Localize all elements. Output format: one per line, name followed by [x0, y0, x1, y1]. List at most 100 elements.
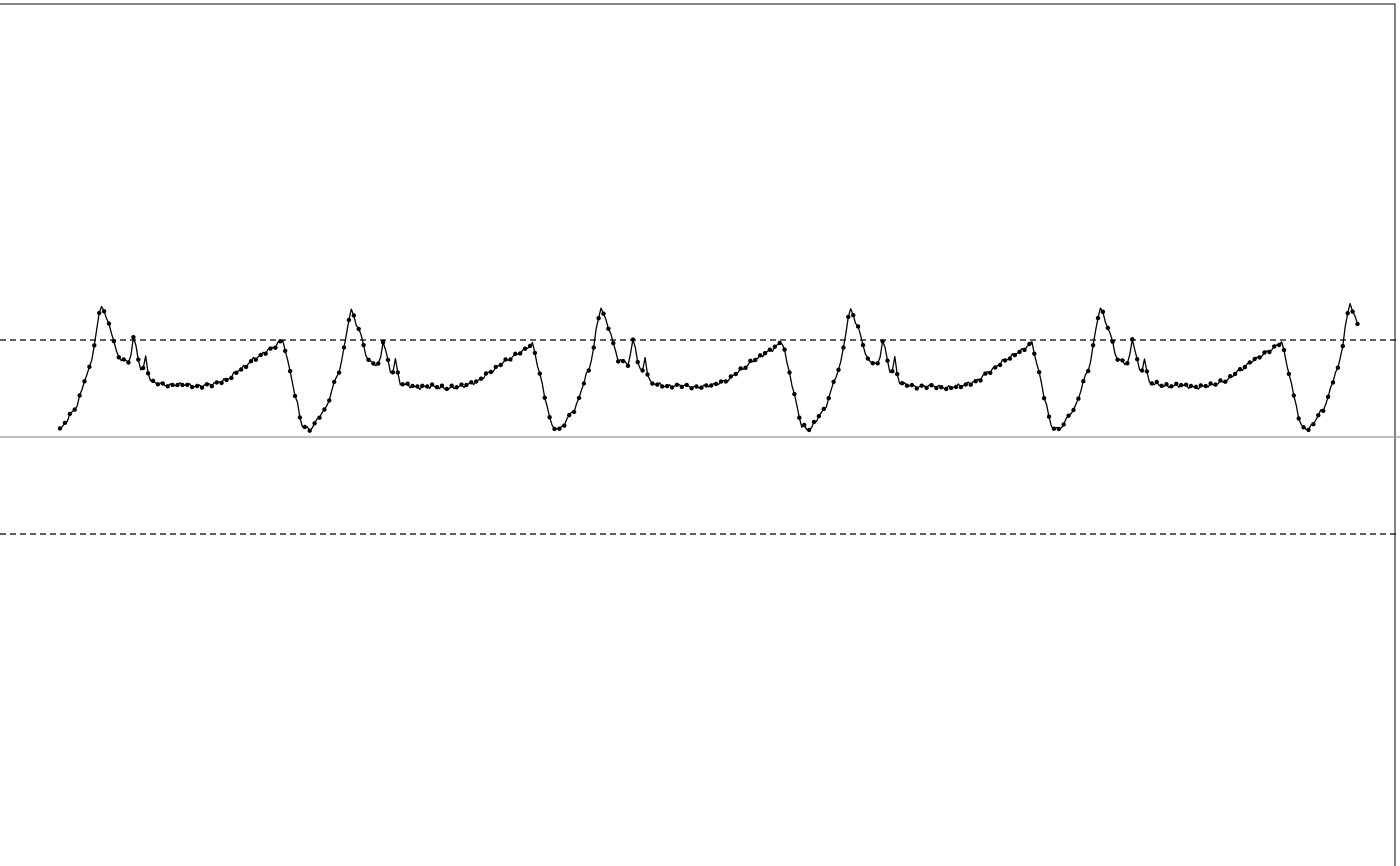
data-point [679, 384, 684, 390]
data-point [425, 384, 430, 389]
data-point [136, 357, 141, 362]
data-point [503, 357, 508, 362]
data-point [126, 360, 131, 365]
data-point [948, 385, 954, 391]
data-point [846, 314, 851, 320]
data-point [1262, 350, 1267, 355]
data-point [586, 368, 591, 373]
data-point [1306, 427, 1311, 433]
data-point [1100, 309, 1106, 314]
data-point [292, 393, 298, 399]
data-point [841, 345, 846, 350]
data-point [67, 411, 73, 417]
data-point [914, 386, 919, 391]
data-point [983, 371, 988, 376]
data-point [253, 357, 258, 362]
data-point [170, 382, 175, 388]
data-point [797, 415, 802, 420]
data-point [1179, 382, 1184, 388]
data-point [1330, 380, 1336, 385]
data-point [1115, 357, 1120, 362]
data-point [1198, 383, 1204, 388]
data-point [733, 371, 738, 377]
data-point [743, 365, 748, 370]
data-point [1071, 407, 1076, 413]
data-point [909, 382, 915, 388]
data-point [625, 363, 631, 368]
data-point [684, 382, 689, 388]
data-point [72, 407, 77, 412]
data-point [258, 352, 263, 358]
data-point [131, 335, 136, 340]
data-point [1228, 374, 1233, 379]
data-point [390, 370, 396, 375]
data-point [336, 370, 342, 375]
data-point [890, 369, 895, 374]
data-point [175, 382, 180, 388]
data-point [1012, 352, 1017, 358]
data-point [1032, 351, 1037, 356]
data-point [978, 378, 983, 383]
data-point [1316, 413, 1321, 418]
data-point [322, 407, 327, 412]
data-point [1041, 396, 1047, 401]
data-point [1110, 339, 1115, 344]
data-point [860, 342, 866, 348]
data-point [439, 383, 445, 388]
data-point [821, 406, 826, 412]
data-point [601, 311, 606, 316]
data-point [772, 344, 777, 349]
data-point [312, 421, 317, 426]
data-point [576, 395, 582, 401]
data-point [1252, 356, 1257, 362]
data-point [758, 353, 763, 358]
data-point [1017, 349, 1022, 355]
data-point [464, 382, 469, 388]
data-point [366, 357, 371, 362]
data-point [376, 361, 381, 366]
data-point [993, 365, 998, 370]
data-point [650, 381, 655, 386]
data-point [346, 317, 352, 323]
data-point [1325, 394, 1331, 399]
data-point [865, 356, 871, 361]
data-point [420, 383, 425, 388]
data-point [1174, 381, 1179, 386]
data-point [1169, 384, 1174, 389]
data-point [234, 370, 239, 375]
data-point [1281, 347, 1287, 353]
data-point [219, 380, 224, 386]
data-point [508, 357, 513, 362]
data-point [806, 427, 812, 433]
data-point [988, 370, 993, 376]
data-point [557, 426, 562, 431]
data-point [567, 412, 572, 418]
data-point [297, 415, 303, 420]
data-point [1208, 381, 1213, 386]
data-point [268, 346, 273, 351]
data-point [723, 379, 729, 384]
data-point [361, 342, 366, 348]
data-point [493, 364, 498, 370]
data-point [385, 357, 391, 363]
data-point [180, 382, 185, 388]
data-point [547, 415, 552, 420]
data-point [239, 367, 244, 372]
plot-frame [0, 3, 1396, 866]
data-point [380, 340, 386, 345]
data-point [1301, 425, 1306, 430]
waveform-trace [59, 302, 1359, 432]
data-point [224, 377, 229, 383]
data-point [895, 371, 900, 377]
data-point [341, 345, 347, 350]
data-point [513, 351, 518, 356]
data-point [816, 413, 822, 419]
data-point [1090, 343, 1096, 348]
data-point [1105, 325, 1111, 331]
data-point [478, 376, 484, 381]
data-point [1247, 360, 1253, 365]
data-point [620, 358, 626, 364]
data-point [929, 383, 934, 388]
data-point [106, 321, 112, 326]
data-point [1046, 414, 1052, 419]
